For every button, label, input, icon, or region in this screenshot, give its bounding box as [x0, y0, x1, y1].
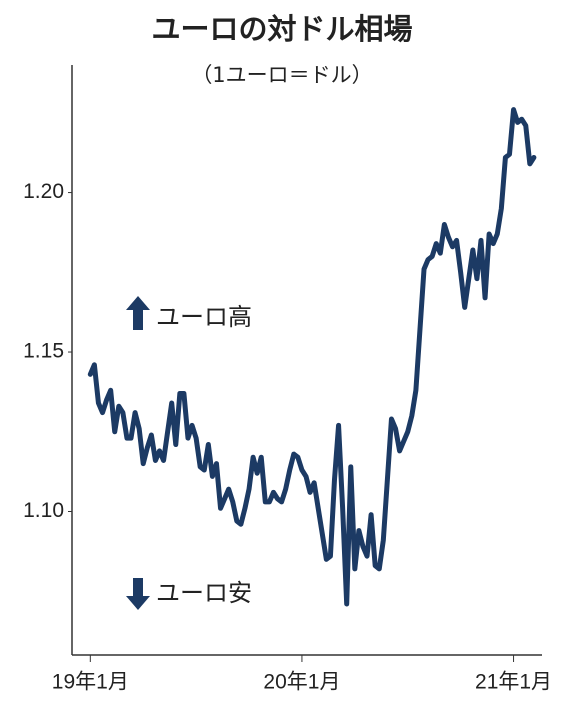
up-arrow	[126, 296, 150, 330]
annotation: ユーロ安	[156, 579, 252, 607]
y-tick-label: 1.20	[23, 180, 64, 203]
x-tick-label: 19年1月	[52, 671, 129, 694]
chart-title: ユーロの対ドル相場	[151, 12, 412, 46]
x-tick-label: 21年1月	[475, 671, 552, 694]
annotation: ユーロ高	[156, 303, 252, 331]
y-tick-label: 1.15	[23, 340, 64, 363]
chart-subtitle: （1ユーロ＝ドル）	[191, 63, 372, 87]
x-tick-label: 20年1月	[263, 671, 340, 694]
line	[87, 107, 537, 607]
y-tick-label: 1.10	[23, 499, 64, 522]
down-arrow	[126, 578, 150, 610]
